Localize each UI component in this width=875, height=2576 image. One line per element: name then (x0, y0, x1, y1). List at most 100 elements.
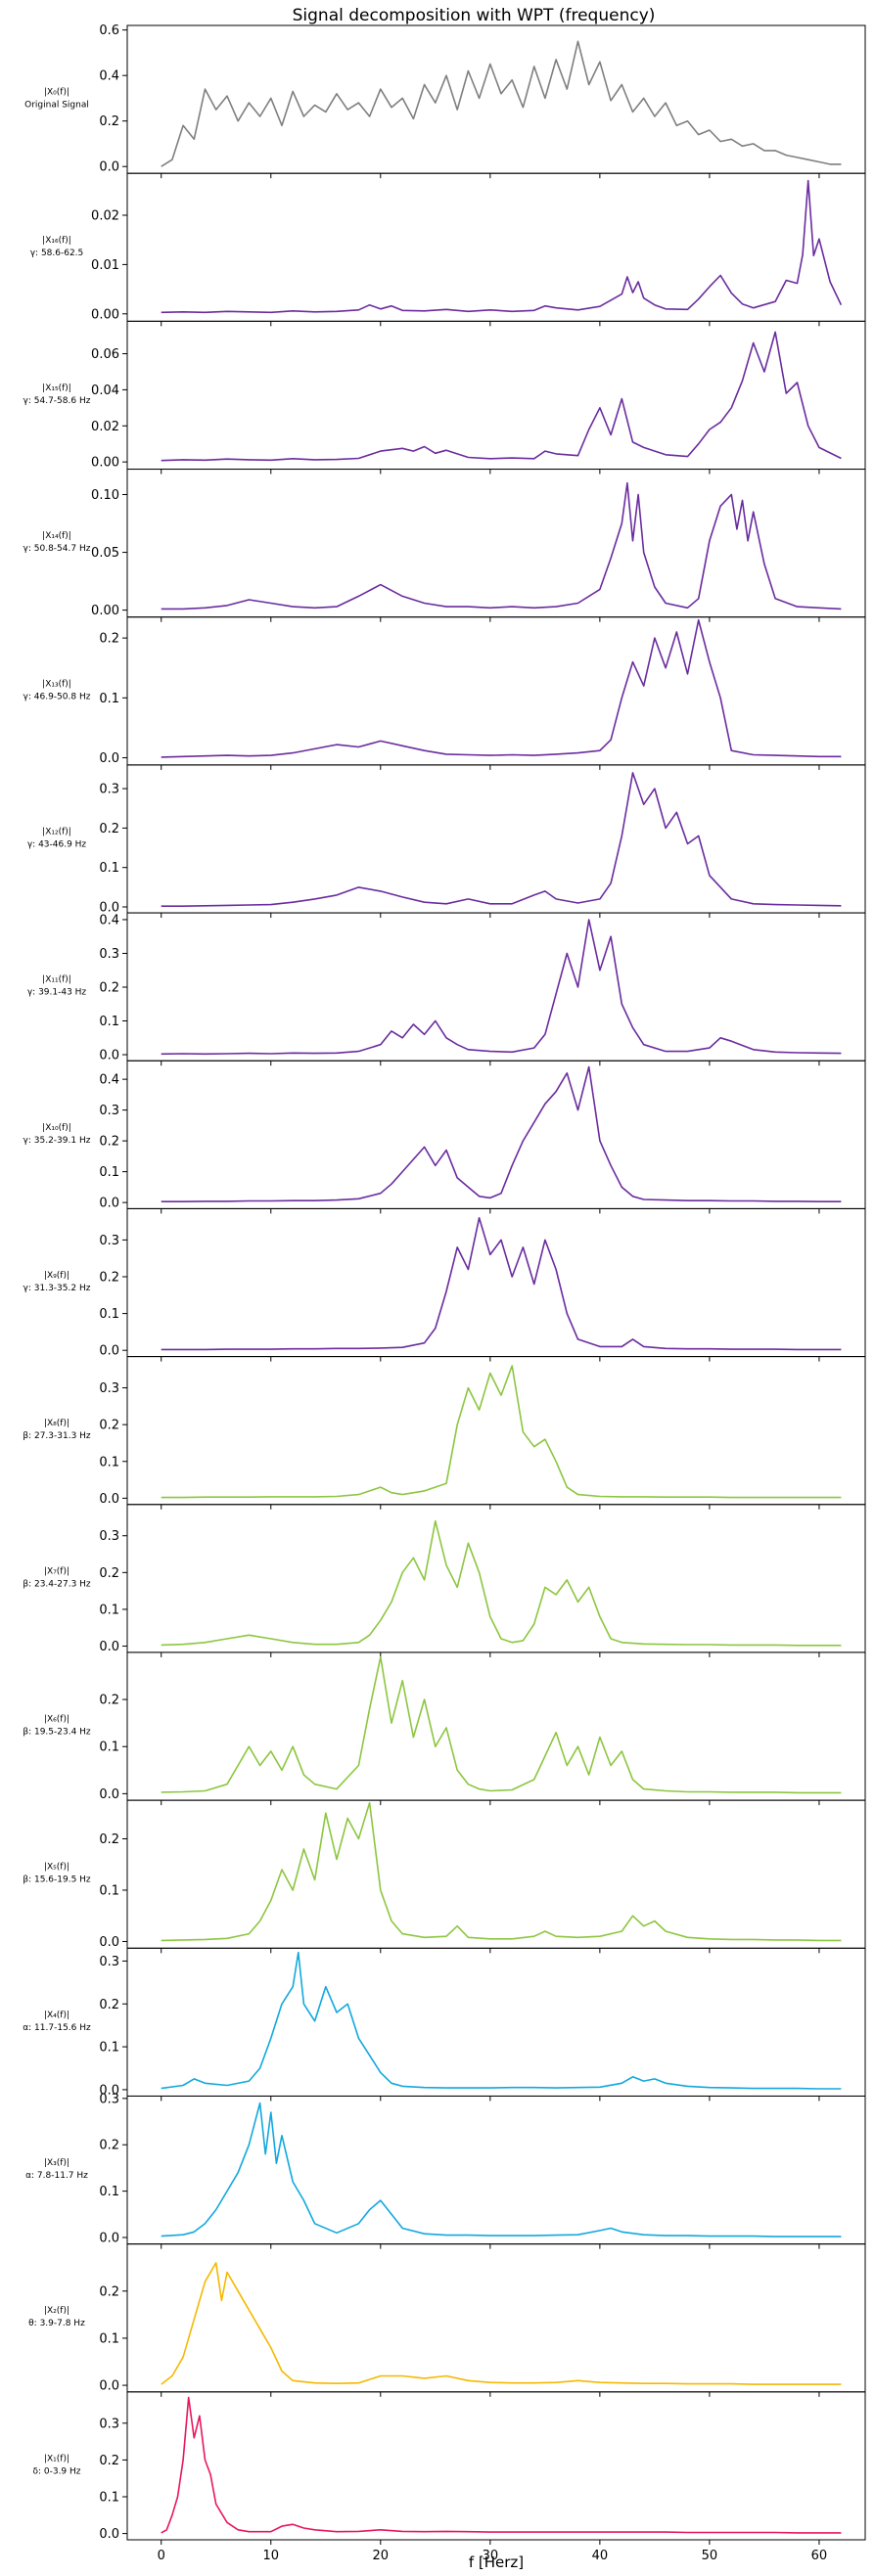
panel-label-line2: γ: 31.3-35.2 Hz (23, 1284, 91, 1293)
series-line-8 (161, 1217, 842, 1351)
y-tick-label: 0.00 (91, 604, 119, 618)
y-tick-label: 0.1 (99, 1455, 119, 1469)
y-tick-label: 0.1 (99, 1883, 119, 1898)
y-tick-label: 0.00 (91, 307, 119, 322)
y-tick-label: 0.04 (91, 384, 119, 398)
panel-label-line2: β: 15.6-19.5 Hz (23, 1876, 91, 1885)
y-tick-label: 0.4 (99, 1073, 119, 1088)
series-line-7 (161, 1065, 842, 1202)
y-tick-label: 0.2 (99, 980, 119, 995)
panel-label-line1: |X₁₄(f)| (42, 531, 71, 541)
y-tick-label: 0.1 (99, 2041, 119, 2056)
panel-label-line1: |X₁₁(f)| (42, 975, 71, 985)
y-tick-label: 0.0 (99, 1492, 119, 1507)
y-tick-label: 0.3 (99, 2092, 119, 2106)
panel-label-line2: β: 19.5-23.4 Hz (23, 1728, 91, 1738)
panel-label-line2: γ: 46.9-50.8 Hz (23, 692, 91, 701)
panel-label-line2: δ: 0-3.9 Hz (32, 2466, 80, 2476)
panel-label-line1: |X₆(f)| (44, 1715, 69, 1725)
y-tick-label: 0.1 (99, 2491, 119, 2506)
x-tick-label: 50 (702, 2549, 718, 2563)
y-tick-label: 0.6 (99, 23, 119, 38)
y-tick-label: 0.3 (99, 783, 119, 797)
y-tick-label: 0.0 (99, 901, 119, 916)
x-tick-label: 20 (373, 2549, 390, 2563)
panel-label-line1: |X₁₀(f)| (42, 1123, 71, 1133)
panel-label-line2: γ: 50.8-54.7 Hz (23, 544, 91, 554)
y-tick-label: 0.0 (99, 160, 119, 175)
y-tick-label: 0.2 (99, 2284, 119, 2299)
y-tick-label: 0.2 (99, 1832, 119, 1847)
panels-group: 0.0 0.2 0.4 0.6 |X₀(f)| Original Signal 0.00 0.… (23, 23, 866, 2545)
y-tick-label: 0.4 (99, 69, 119, 84)
panel-frame (126, 2391, 866, 2541)
panel-label-line1: |X₁₃(f)| (42, 679, 71, 689)
y-tick-label: 0.3 (99, 1104, 119, 1118)
y-tick-label: 0.1 (99, 861, 119, 876)
y-tick-label: 0.2 (99, 1135, 119, 1150)
y-tick-label: 0.2 (99, 114, 119, 129)
panel-5: 0.0 0.1 0.2 0.3 |X₁₂(f)| γ: 43-46.9 Hz (27, 764, 866, 919)
panel-12: 0.0 0.1 0.2 |X₅(f)| β: 15.6-19.5 Hz (23, 1799, 866, 1954)
panel-label-line2: γ: 54.7-58.6 Hz (23, 396, 91, 406)
y-tick-label: 0.0 (99, 2232, 119, 2246)
series-line-15 (161, 2262, 842, 2385)
y-tick-label: 0.0 (99, 1935, 119, 1950)
series-line-14 (161, 2101, 842, 2237)
y-tick-label: 0.1 (99, 1015, 119, 1029)
panel-label-line2: γ: 35.2-39.1 Hz (23, 1136, 91, 1146)
y-tick-label: 0.1 (99, 692, 119, 706)
panel-label-line2: γ: 58.6-62.5 (30, 249, 84, 258)
panel-label-line2: Original Signal (24, 101, 89, 111)
panel-label-line1: |X₁₆(f)| (42, 236, 71, 246)
panel-label-line2: α: 11.7-15.6 Hz (23, 2023, 91, 2033)
y-tick-label: 0.3 (99, 947, 119, 962)
chart-title: Signal decomposition with WPT (frequency… (293, 6, 656, 25)
y-tick-label: 0.10 (91, 488, 119, 503)
y-tick-label: 0.06 (91, 347, 119, 362)
series-line-6 (161, 919, 842, 1056)
y-tick-label: 0.3 (99, 1234, 119, 1248)
y-tick-label: 0.00 (91, 456, 119, 471)
y-tick-label: 0.3 (99, 1381, 119, 1396)
series-line-1 (161, 179, 843, 314)
series-line-4 (161, 618, 842, 758)
panel-13: 0.0 0.1 0.2 0.3 |X₄(f)| α: 11.7-15.6 Hz (23, 1947, 866, 2101)
panel-label-line1: |X₁(f)| (44, 2454, 69, 2463)
y-tick-label: 0.0 (99, 1640, 119, 1654)
series-line-12 (161, 1801, 842, 1942)
y-tick-label: 0.02 (91, 420, 119, 434)
y-tick-label: 0.2 (99, 1694, 119, 1708)
y-tick-label: 0.1 (99, 1165, 119, 1180)
x-tick-label: 60 (811, 2549, 828, 2563)
y-tick-label: 0.2 (99, 1566, 119, 1581)
series-line-3 (161, 481, 842, 610)
x-axis-label: f [Herz] (469, 2553, 524, 2571)
series-line-13 (161, 1951, 842, 2090)
panel-label-line1: |X₅(f)| (44, 1863, 69, 1873)
series-line-0 (161, 40, 842, 167)
y-tick-label: 0.01 (91, 258, 119, 273)
series-line-16 (161, 2396, 842, 2534)
panel-label-line1: |X₈(f)| (44, 1419, 69, 1428)
y-tick-label: 0.0 (99, 1049, 119, 1063)
y-tick-label: 0.2 (99, 2454, 119, 2468)
panel-label-line1: |X₉(f)| (44, 1271, 69, 1281)
panel-16: 0.0 0.1 0.2 0.3 |X₁(f)| δ: 0-3.9 Hz (32, 2391, 866, 2545)
x-tick-label: 30 (483, 2549, 499, 2563)
y-tick-label: 0.2 (99, 2139, 119, 2153)
panel-label-line2: β: 23.4-27.3 Hz (23, 1579, 91, 1589)
y-tick-label: 0.0 (99, 2527, 119, 2542)
y-tick-label: 0.2 (99, 1270, 119, 1285)
y-tick-label: 0.2 (99, 1419, 119, 1433)
y-tick-label: 0.0 (99, 751, 119, 766)
panel-label-line1: |X₀(f)| (44, 88, 69, 98)
x-tick-label: 10 (262, 2549, 279, 2563)
y-tick-label: 0.1 (99, 1740, 119, 1755)
panel-label-line2: γ: 43-46.9 Hz (27, 839, 87, 849)
panel-label-line1: |X₁₅(f)| (42, 384, 71, 393)
y-tick-label: 0.3 (99, 1529, 119, 1544)
series-line-9 (161, 1365, 842, 1499)
y-tick-label: 0.1 (99, 2185, 119, 2199)
